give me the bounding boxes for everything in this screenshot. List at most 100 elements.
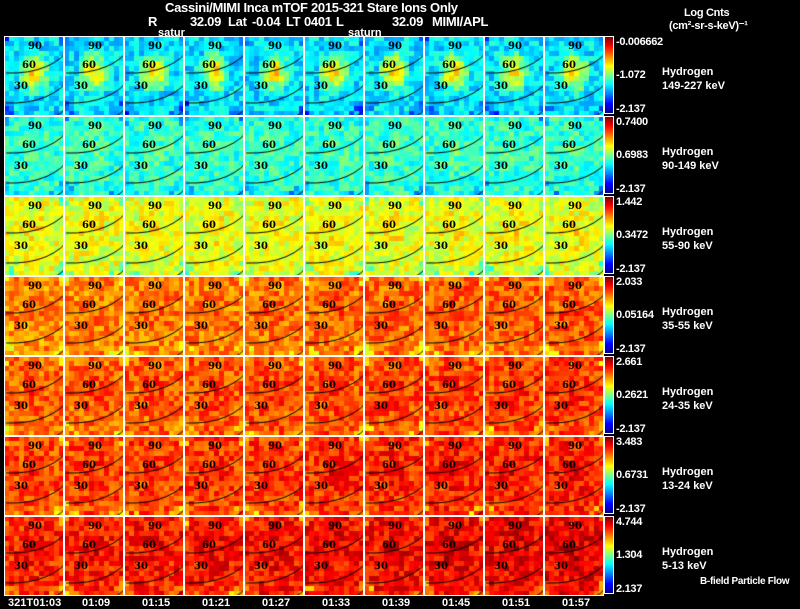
- contour-label: 60: [262, 460, 276, 471]
- contour-label: 60: [382, 140, 396, 151]
- contour-label: 90: [88, 121, 102, 132]
- heatmap-panel: [484, 356, 544, 436]
- units-formula: (cm²-sr-s-keV)⁻¹: [669, 20, 748, 32]
- contour-label: 90: [148, 121, 162, 132]
- contour-label: 90: [448, 281, 462, 292]
- colorbar-max: 1.442: [616, 196, 643, 208]
- row-energy: 149-227 keV: [662, 80, 725, 92]
- heatmap-panel: [244, 516, 304, 596]
- contour-label: 60: [322, 380, 336, 391]
- heatmap-panel: [544, 276, 604, 356]
- contour-label: 60: [502, 300, 516, 311]
- contour-label: 90: [148, 201, 162, 212]
- contour-label: 60: [442, 220, 456, 231]
- contour-label: 90: [208, 521, 222, 532]
- contour-label: 30: [554, 401, 568, 412]
- contour-label: 60: [82, 60, 96, 71]
- contour-label: 60: [142, 380, 156, 391]
- contour-label: 30: [554, 481, 568, 492]
- contour-label: 90: [268, 521, 282, 532]
- contour-label: 30: [194, 321, 208, 332]
- contour-label: 60: [502, 220, 516, 231]
- contour-label: 60: [442, 140, 456, 151]
- contour-label: 30: [314, 561, 328, 572]
- heatmap-panel: [184, 436, 244, 516]
- colorbar-mid: 0.05164: [616, 309, 654, 321]
- contour-label: 60: [142, 540, 156, 551]
- colorbar-mid: 0.6731: [616, 469, 648, 481]
- contour-label: 90: [568, 121, 582, 132]
- colorbar: [604, 276, 614, 354]
- heatmap-panel: [4, 436, 64, 516]
- contour-label: 90: [508, 361, 522, 372]
- plot-title: Cassini/MIMI Inca mTOF 2015-321 Stare Io…: [165, 0, 458, 15]
- contour-label: 60: [22, 220, 36, 231]
- heatmap-panel: [364, 516, 424, 596]
- contour-label: 60: [562, 60, 576, 71]
- colorbar-max: 2.661: [616, 356, 643, 368]
- contour-label: 60: [442, 60, 456, 71]
- contour-label: 30: [494, 241, 508, 252]
- contour-label: 30: [194, 561, 208, 572]
- colorbar-min: -2.137: [616, 343, 646, 355]
- contour-label: 30: [194, 401, 208, 412]
- heatmap-panel: [124, 196, 184, 276]
- lat-value: -0.04: [252, 14, 281, 29]
- contour-label: 30: [134, 161, 148, 172]
- heatmap-panel: [424, 116, 484, 196]
- colorbar-mid: -1.072: [616, 69, 646, 81]
- contour-label: 60: [82, 460, 96, 471]
- row-energy: 55-90 keV: [662, 240, 713, 252]
- contour-label: 90: [328, 521, 342, 532]
- heatmap-panel: [364, 36, 424, 116]
- contour-label: 90: [328, 121, 342, 132]
- contour-label: 60: [382, 380, 396, 391]
- contour-label: 60: [22, 460, 36, 471]
- row-energy: 35-55 keV: [662, 320, 713, 332]
- contour-label: 60: [382, 220, 396, 231]
- colorbar-min: 2.137: [616, 583, 643, 595]
- contour-label: 60: [562, 220, 576, 231]
- heatmap-panel: [124, 116, 184, 196]
- contour-label: 30: [314, 321, 328, 332]
- saturn-label: saturn: [348, 27, 382, 39]
- contour-label: 90: [148, 361, 162, 372]
- x-tick-label: 01:39: [382, 597, 411, 609]
- contour-label: 90: [568, 521, 582, 532]
- heatmap-panel: [544, 356, 604, 436]
- row-energy: 24-35 keV: [662, 400, 713, 412]
- contour-label: 90: [208, 201, 222, 212]
- colorbar: [604, 516, 614, 594]
- contour-label: 60: [82, 220, 96, 231]
- legend-note: B-field Particle Flow: [700, 576, 790, 587]
- contour-label: 60: [82, 140, 96, 151]
- colorbar-min: -2.137: [616, 503, 646, 515]
- heatmap-panel: [304, 356, 364, 436]
- heatmap-panel: [424, 516, 484, 596]
- contour-label: 60: [82, 380, 96, 391]
- contour-label: 30: [434, 561, 448, 572]
- contour-label: 90: [388, 441, 402, 452]
- r-value: 32.09: [190, 14, 222, 29]
- contour-label: 90: [208, 441, 222, 452]
- l-value: 32.09: [392, 14, 424, 29]
- contour-label: 60: [562, 540, 576, 551]
- contour-label: 30: [74, 81, 88, 92]
- contour-label: 30: [194, 161, 208, 172]
- heatmap-panel: [424, 196, 484, 276]
- contour-label: 30: [374, 561, 388, 572]
- contour-label: 90: [28, 361, 42, 372]
- contour-label: 30: [14, 401, 28, 412]
- heatmap-panel: [4, 276, 64, 356]
- contour-label: 60: [202, 220, 216, 231]
- contour-label: 90: [88, 521, 102, 532]
- colorbar-min: -2.137: [616, 423, 646, 435]
- contour-label: 60: [202, 140, 216, 151]
- credit: MIMI/APL: [432, 14, 489, 29]
- heatmap-panel: [244, 116, 304, 196]
- row-species: Hydrogen: [662, 546, 714, 558]
- contour-label: 30: [134, 241, 148, 252]
- heatmap-panel: [244, 196, 304, 276]
- contour-label: 90: [568, 41, 582, 52]
- contour-label: 60: [202, 300, 216, 311]
